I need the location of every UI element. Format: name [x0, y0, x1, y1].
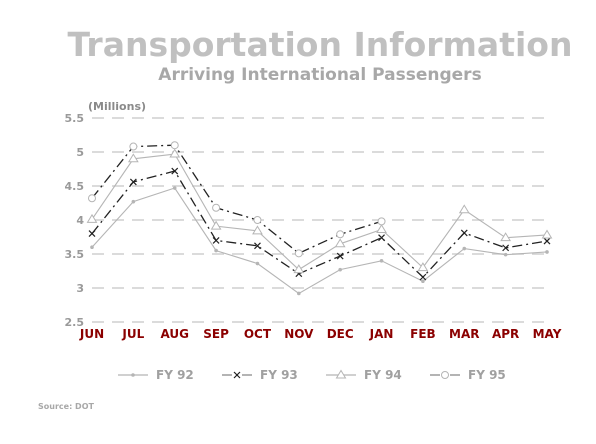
data-point — [417, 262, 429, 272]
data-point — [336, 230, 345, 239]
data-point — [212, 236, 220, 244]
data-point — [421, 279, 425, 284]
series-line — [91, 144, 382, 255]
x-tick-label: NOV — [284, 327, 314, 341]
data-point — [88, 194, 96, 203]
data-point — [460, 229, 468, 237]
data-point — [210, 220, 222, 230]
x-tick-label: FEB — [410, 327, 436, 341]
legend-label: FY 95 — [468, 368, 506, 382]
data-point — [376, 224, 387, 234]
data-point — [293, 264, 305, 274]
data-point — [377, 217, 386, 226]
x-tick-label: JUL — [121, 327, 144, 341]
data-point — [170, 141, 179, 150]
y-tick-label: 3.5 — [65, 248, 85, 261]
y-tick-label: 2.5 — [65, 316, 85, 329]
data-point — [131, 373, 135, 377]
legend-label: FY 94 — [364, 368, 402, 382]
data-point — [253, 216, 262, 224]
series-line — [91, 153, 548, 271]
x-tick-label: DEC — [327, 327, 354, 341]
y-tick-label: 5.5 — [65, 112, 85, 125]
data-point — [131, 199, 136, 204]
series-line — [91, 170, 548, 279]
data-point — [462, 246, 467, 251]
series-fy-94 — [86, 148, 553, 274]
data-point — [294, 249, 303, 258]
data-point — [212, 203, 221, 212]
y-tick-label: 3 — [76, 282, 84, 295]
series-line — [91, 187, 548, 295]
data-point — [86, 213, 98, 223]
data-point — [336, 252, 344, 260]
legend-item: FY 92 — [118, 368, 194, 382]
data-point — [129, 178, 137, 186]
y-axis-unit-label: (Millions) — [88, 100, 146, 113]
series-layer — [86, 141, 553, 296]
x-tick-label: OCT — [244, 327, 272, 341]
data-point — [127, 153, 139, 163]
data-point — [172, 186, 177, 190]
series-fy-92 — [90, 186, 549, 296]
legend-item: FY 93 — [222, 368, 298, 382]
x-tick-label: SEP — [203, 327, 229, 341]
data-point — [502, 244, 510, 252]
data-point — [88, 230, 96, 238]
data-point — [255, 261, 260, 266]
y-axis-ticks: 2.5 3 3.5 4 4.5 5 5.5 — [65, 112, 85, 329]
data-point — [500, 232, 512, 242]
data-point — [334, 238, 346, 248]
series-fy-93 — [88, 167, 551, 281]
data-point — [252, 225, 263, 235]
x-axis-ticks: JUN JUL AUG SEP OCT NOV DEC JAN FEB MAR APR MAY — [79, 327, 562, 341]
chart-title: Transportation Information — [68, 25, 573, 64]
data-point — [233, 371, 241, 379]
data-point — [214, 248, 218, 253]
x-tick-label: JUN — [79, 327, 104, 341]
chart-subtitle: Arriving International Passengers — [158, 65, 481, 85]
y-tick-label: 4 — [76, 214, 84, 227]
data-point — [297, 291, 301, 296]
x-tick-label: MAR — [449, 327, 479, 341]
x-tick-label: JAN — [369, 327, 394, 341]
data-point — [503, 252, 508, 257]
x-tick-label: MAY — [533, 327, 562, 341]
source-note: Source: DOT — [38, 402, 94, 411]
data-point — [335, 369, 347, 379]
y-tick-label: 4.5 — [65, 180, 85, 193]
data-point — [379, 259, 384, 263]
legend-item: FY 94 — [326, 368, 402, 382]
legend-label: FY 92 — [156, 368, 194, 382]
data-point — [458, 204, 470, 214]
data-point — [545, 250, 549, 254]
data-point — [441, 371, 449, 379]
x-tick-label: AUG — [160, 327, 189, 341]
data-point — [543, 237, 551, 245]
data-point — [419, 273, 427, 281]
series-fy-95 — [88, 141, 386, 258]
legend-label: FY 93 — [260, 368, 298, 382]
data-point — [129, 142, 138, 151]
data-point — [378, 234, 385, 242]
x-tick-label: APR — [492, 327, 519, 341]
data-point — [254, 242, 261, 250]
data-point — [338, 267, 342, 272]
legend: FY 92 FY 93 FY 94 FY 95 — [118, 368, 506, 382]
y-tick-label: 5 — [76, 146, 84, 159]
data-point — [90, 245, 94, 249]
gridlines — [92, 117, 547, 323]
data-point — [541, 229, 553, 239]
legend-item: FY 95 — [430, 368, 506, 382]
data-point — [171, 167, 179, 175]
data-point — [169, 148, 181, 158]
